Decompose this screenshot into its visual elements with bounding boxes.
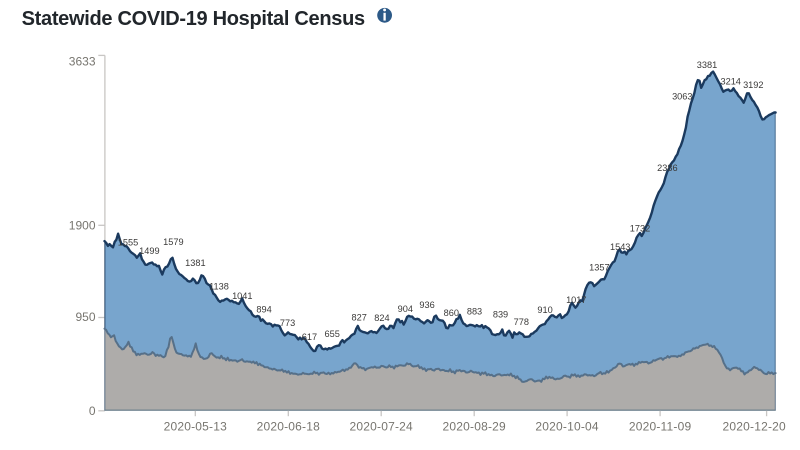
svg-text:1017: 1017 [566, 295, 586, 305]
svg-text:773: 773 [280, 318, 295, 328]
svg-text:2020-10-04: 2020-10-04 [535, 420, 599, 434]
svg-text:2020-07-24: 2020-07-24 [350, 420, 414, 434]
svg-text:824: 824 [374, 313, 389, 323]
svg-text:1499: 1499 [139, 246, 159, 256]
svg-text:2020-12-20: 2020-12-20 [723, 420, 787, 434]
svg-text:950: 950 [75, 310, 95, 324]
svg-text:655: 655 [325, 329, 340, 339]
svg-text:3063: 3063 [672, 92, 692, 102]
svg-text:3633: 3633 [69, 55, 96, 69]
svg-text:936: 936 [419, 300, 434, 310]
svg-text:2020-06-18: 2020-06-18 [257, 420, 321, 434]
svg-text:1579: 1579 [163, 237, 183, 247]
svg-text:2020-08-29: 2020-08-29 [443, 420, 507, 434]
svg-text:1555: 1555 [118, 238, 138, 248]
svg-text:1138: 1138 [209, 281, 229, 291]
svg-text:2386: 2386 [657, 163, 677, 173]
svg-text:778: 778 [514, 317, 529, 327]
svg-text:1900: 1900 [69, 219, 96, 233]
svg-text:3214: 3214 [720, 77, 740, 87]
svg-text:1543: 1543 [610, 242, 630, 252]
svg-text:910: 910 [537, 305, 552, 315]
svg-text:827: 827 [352, 312, 367, 322]
svg-text:3381: 3381 [697, 60, 717, 70]
svg-text:Statewide COVID-19 Hospital Ce: Statewide COVID-19 Hospital Census [22, 8, 365, 30]
svg-text:860: 860 [444, 308, 459, 318]
svg-text:2020-11-09: 2020-11-09 [629, 420, 692, 434]
svg-text:3192: 3192 [743, 80, 763, 90]
svg-text:883: 883 [467, 307, 482, 317]
svg-text:1041: 1041 [232, 291, 252, 301]
svg-text:904: 904 [398, 304, 413, 314]
svg-text:1732: 1732 [630, 223, 650, 233]
svg-text:2020-05-13: 2020-05-13 [164, 420, 228, 434]
svg-text:894: 894 [256, 304, 271, 314]
svg-text:0: 0 [89, 404, 96, 418]
svg-text:1381: 1381 [185, 258, 205, 268]
svg-text:839: 839 [493, 310, 508, 320]
svg-text:617: 617 [302, 332, 317, 342]
svg-text:1357: 1357 [589, 263, 609, 273]
